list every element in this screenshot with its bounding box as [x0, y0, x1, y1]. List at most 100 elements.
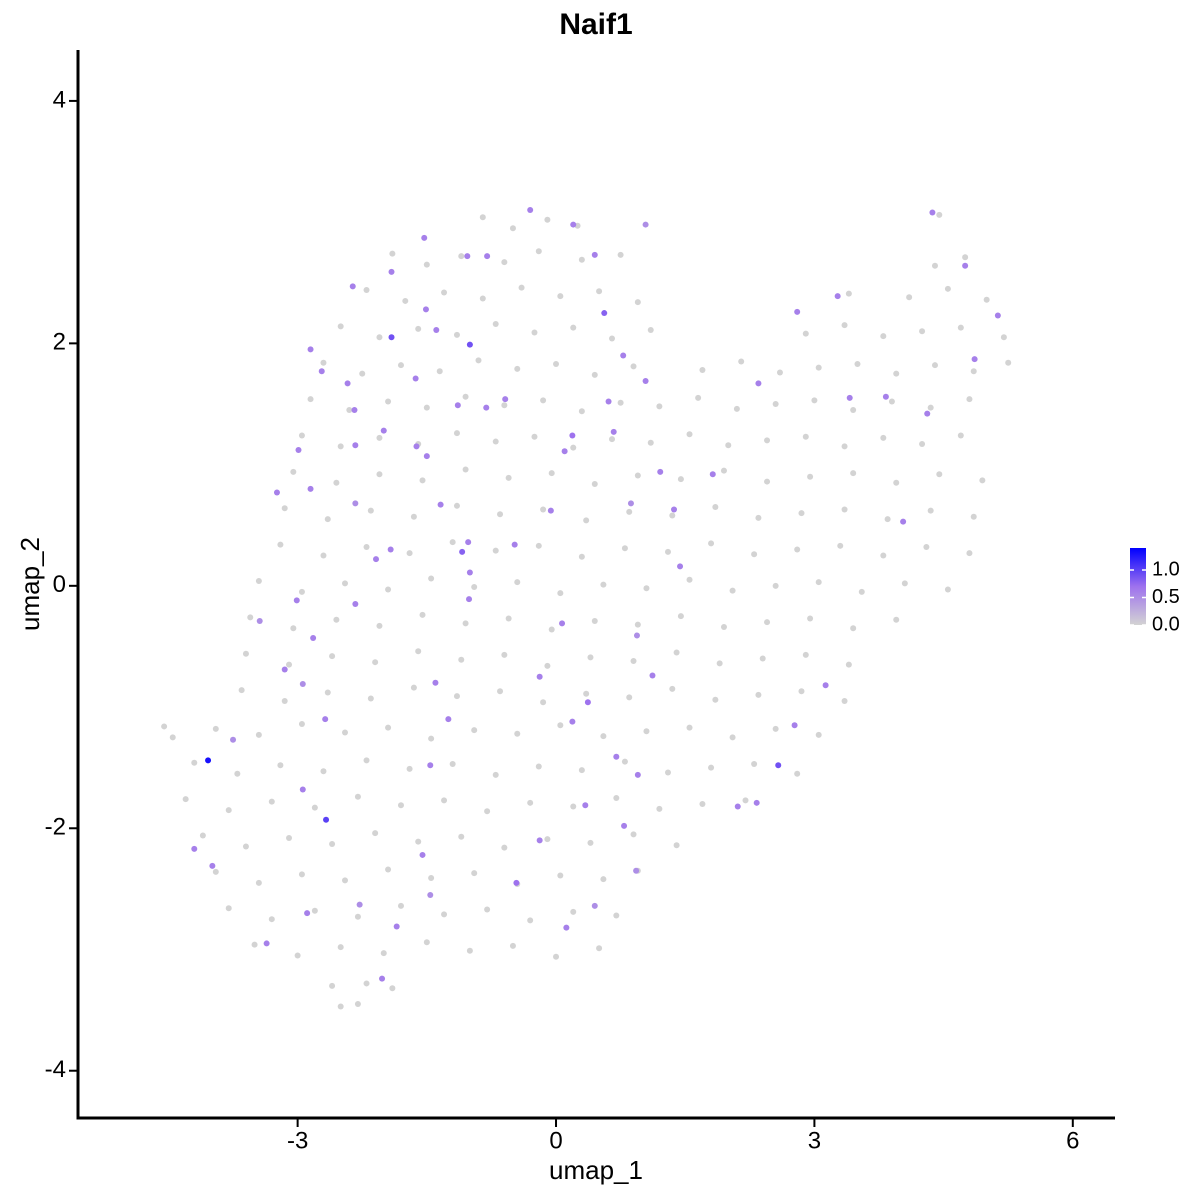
cell-point	[387, 546, 394, 553]
cell-point	[535, 542, 542, 549]
cell-point	[587, 654, 594, 661]
cell-point	[957, 432, 964, 439]
cell-point	[557, 722, 564, 729]
cell-point	[415, 648, 422, 655]
cell-point	[845, 290, 852, 297]
cell-point	[415, 325, 422, 332]
cell-point	[708, 764, 715, 771]
cell-point	[367, 695, 374, 702]
cell-point	[802, 330, 809, 337]
cell-point	[794, 546, 801, 553]
cell-point	[354, 793, 361, 800]
cell-point	[755, 514, 762, 521]
cell-point	[449, 761, 456, 768]
cell-point	[733, 405, 740, 412]
cell-point	[591, 480, 598, 487]
cell-point	[242, 843, 249, 850]
cell-point	[880, 333, 887, 340]
cell-point	[329, 653, 336, 660]
cell-point	[290, 468, 297, 475]
cell-point	[535, 248, 542, 255]
cell-point	[716, 660, 723, 667]
cell-point	[268, 916, 275, 923]
cell-point	[734, 803, 741, 810]
cell-point	[385, 724, 392, 731]
cell-point	[419, 477, 426, 484]
cell-point	[307, 346, 314, 353]
cell-point	[281, 505, 288, 512]
cell-point	[807, 473, 814, 480]
cell-point	[293, 597, 300, 604]
cell-point	[725, 442, 732, 449]
cell-point	[351, 407, 358, 414]
cell-point	[794, 770, 801, 777]
cell-point	[643, 585, 650, 592]
colorbar	[1130, 548, 1146, 625]
cell-point	[311, 907, 318, 914]
cell-point	[923, 544, 930, 551]
cell-point	[247, 614, 254, 621]
cell-point	[479, 214, 486, 221]
cell-point	[458, 833, 465, 840]
cell-point	[393, 923, 400, 930]
cell-point	[191, 759, 198, 766]
cell-point	[298, 432, 305, 439]
cell-point	[591, 902, 598, 909]
cell-point	[677, 476, 684, 483]
cell-point	[412, 375, 419, 382]
cell-point	[290, 625, 297, 632]
cell-point	[458, 253, 465, 260]
cell-point	[578, 256, 585, 263]
cell-point	[471, 584, 478, 591]
cell-point	[372, 830, 379, 837]
cell-point	[212, 725, 219, 732]
cell-point	[845, 661, 852, 668]
cell-point	[548, 626, 555, 633]
cell-point	[850, 407, 857, 414]
cell-point	[751, 761, 758, 768]
cell-point	[324, 516, 331, 523]
cell-point	[419, 611, 426, 618]
y-tick-label: -2	[45, 814, 66, 841]
cell-point	[471, 727, 478, 734]
cell-point	[311, 804, 318, 811]
cell-point	[492, 320, 499, 327]
cell-point	[536, 673, 543, 680]
cell-point	[570, 221, 577, 228]
cell-point	[642, 221, 649, 228]
cell-point	[764, 437, 771, 444]
cell-point	[854, 360, 861, 367]
cell-point	[437, 501, 444, 508]
cell-point	[294, 952, 301, 959]
cell-point	[509, 225, 516, 232]
cell-point	[453, 693, 460, 700]
cell-point	[755, 691, 762, 698]
cell-point	[342, 877, 349, 884]
cell-point	[367, 507, 374, 514]
cell-point	[427, 762, 434, 769]
cell-point	[501, 402, 508, 409]
cell-point	[484, 906, 491, 913]
y-tick-label: -4	[45, 1056, 66, 1083]
cell-point	[492, 438, 499, 445]
cell-point	[322, 716, 329, 723]
cell-point	[822, 682, 829, 689]
cell-point	[363, 757, 370, 764]
cell-point	[268, 798, 275, 805]
cell-point	[772, 400, 779, 407]
cell-point	[352, 442, 359, 449]
cell-point	[419, 851, 426, 858]
cell-point	[630, 831, 637, 838]
cell-point	[234, 770, 241, 777]
cell-point	[352, 500, 359, 507]
cell-point	[161, 723, 168, 730]
cell-point	[479, 295, 486, 302]
cell-point	[344, 380, 351, 387]
cell-point	[966, 550, 973, 557]
cell-point	[286, 661, 293, 668]
cell-point	[633, 632, 640, 639]
cell-point	[397, 802, 404, 809]
y-tick-label: 0	[53, 571, 66, 598]
cell-point	[775, 762, 782, 769]
cell-point	[841, 506, 848, 513]
